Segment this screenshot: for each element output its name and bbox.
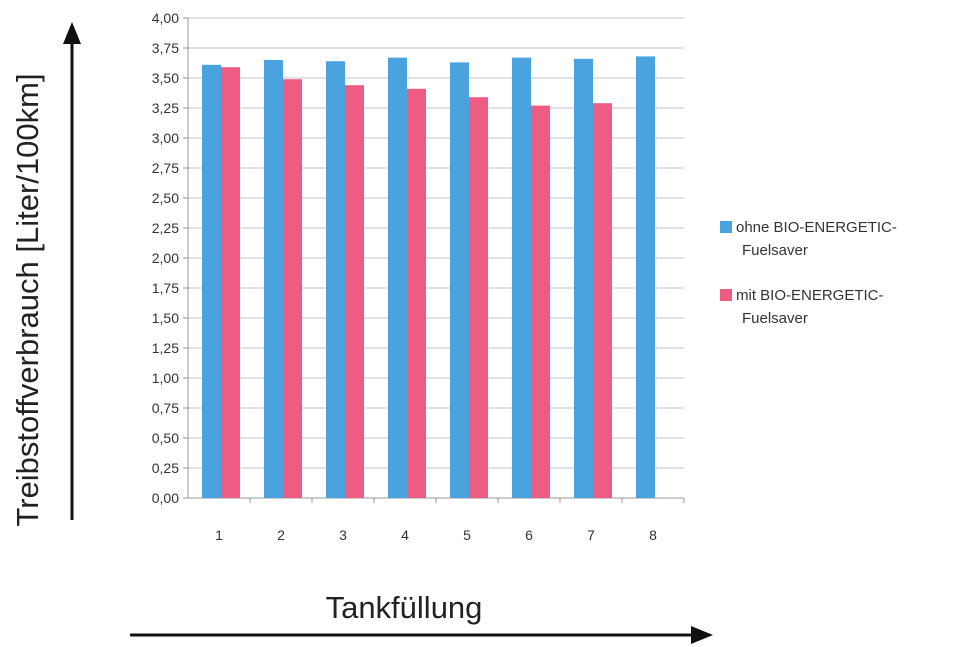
- legend-swatch: [720, 289, 732, 301]
- legend-label: ohne BIO-ENERGETIC-: [736, 219, 897, 236]
- bars: [202, 56, 655, 499]
- x-tick-label: 4: [401, 527, 409, 543]
- y-tick-label: 0,75: [152, 400, 179, 416]
- bar-ohne-6: [512, 57, 531, 498]
- legend-label: mit BIO-ENERGETIC-: [736, 287, 884, 304]
- x-tick-labels: 1 2 3 4 5 6 7 8: [215, 527, 657, 543]
- x-axis-arrow: [130, 626, 713, 644]
- bar-mit-6: [531, 105, 550, 498]
- y-tick-label: 1,75: [152, 280, 179, 296]
- y-tick-labels: 0,00 0,25 0,50 0,75 1,00 1,25 1,50 1,75 2,00 2,25…: [152, 10, 179, 506]
- bar-mit-7: [593, 103, 612, 498]
- bar-ohne-5: [450, 62, 469, 499]
- y-tick-label: 0,50: [152, 430, 179, 446]
- x-tick-label: 5: [463, 527, 471, 543]
- x-tick-label: 8: [649, 527, 657, 543]
- y-tick-label: 2,50: [152, 190, 179, 206]
- legend: ohne BIO-ENERGETIC- Fuelsaver mit BIO-ENER…: [720, 219, 897, 327]
- y-tick-label: 2,75: [152, 160, 179, 176]
- y-axis-title: Treibstoffverbrauch [Liter/100km]: [10, 73, 45, 526]
- legend-label: Fuelsaver: [742, 310, 808, 327]
- y-tick-label: 0,00: [152, 490, 179, 506]
- y-tick-label: 0,25: [152, 460, 179, 476]
- bar-mit-1: [221, 67, 240, 498]
- x-axis-title: Tankfüllung: [326, 590, 483, 625]
- bar-mit-3: [345, 85, 364, 498]
- y-tick-label: 1,25: [152, 340, 179, 356]
- x-tick-label: 7: [587, 527, 595, 543]
- bar-ohne-7: [574, 58, 593, 499]
- y-tick-label: 4,00: [152, 10, 179, 26]
- y-tick-label: 2,25: [152, 220, 179, 236]
- y-tick-label: 3,75: [152, 40, 179, 56]
- y-tick-label: 1,00: [152, 370, 179, 386]
- y-tick-label: 3,25: [152, 100, 179, 116]
- bar-mit-5: [469, 97, 488, 498]
- x-tick-label: 3: [339, 527, 347, 543]
- x-tick-label: 2: [277, 527, 285, 543]
- x-tick-label: 6: [525, 527, 533, 543]
- legend-swatch: [720, 221, 732, 233]
- y-tick-label: 3,00: [152, 130, 179, 146]
- bar-ohne-8: [636, 56, 655, 499]
- bar-mit-4: [407, 88, 426, 499]
- bar-ohne-3: [326, 61, 345, 498]
- y-tick-label: 2,00: [152, 250, 179, 266]
- x-tick-label: 1: [215, 527, 223, 543]
- bar-mit-2: [283, 79, 302, 498]
- bar-ohne-2: [264, 60, 283, 498]
- bar-ohne-4: [388, 57, 407, 498]
- legend-label: Fuelsaver: [742, 242, 808, 259]
- bar-ohne-1: [202, 64, 221, 499]
- y-axis-arrow: [63, 22, 81, 520]
- y-tick-label: 3,50: [152, 70, 179, 86]
- y-tick-label: 1,50: [152, 310, 179, 326]
